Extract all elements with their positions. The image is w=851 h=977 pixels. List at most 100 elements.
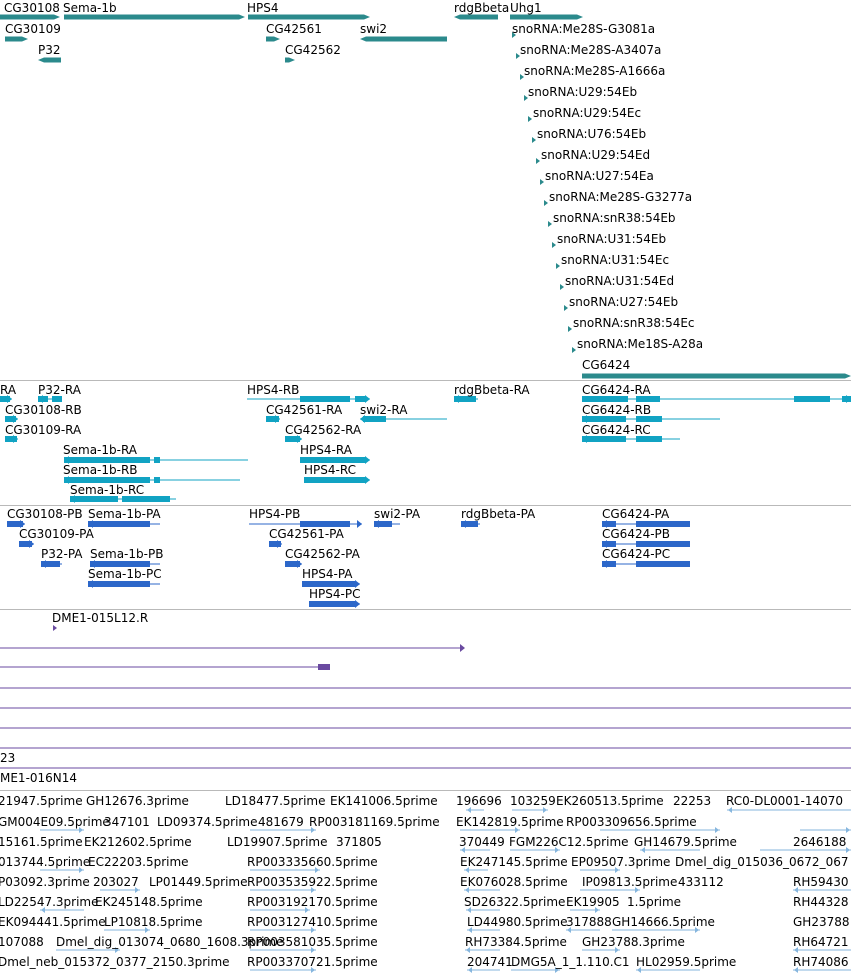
exon-box[interactable]: [88, 521, 150, 527]
snorna-label[interactable]: snoRNA:Me28S-A3407a: [520, 43, 662, 57]
exon-box[interactable]: [88, 581, 150, 587]
exon-box[interactable]: [602, 521, 616, 527]
exon-box[interactable]: [602, 561, 616, 567]
triangle-arrow-icon[interactable]: [548, 221, 552, 227]
est-label[interactable]: Dmel_dig_013074_0680_1608.3prime: [56, 935, 284, 949]
exon-box[interactable]: [636, 416, 662, 422]
triangle-arrow-icon[interactable]: [572, 347, 576, 353]
exon-box[interactable]: [41, 561, 60, 567]
gene-label[interactable]: CG30108: [4, 1, 60, 15]
est-label[interactable]: 370449: [459, 835, 505, 849]
exon-box[interactable]: [461, 521, 478, 527]
est-label[interactable]: Dmel_dig_015036_0672_067: [675, 855, 849, 869]
triangle-arrow-icon[interactable]: [465, 887, 469, 893]
triangle-arrow-icon[interactable]: [532, 137, 536, 143]
est-label[interactable]: RP003535922.5prime: [247, 875, 378, 889]
est-label[interactable]: GH14666.5prime: [612, 915, 715, 929]
triangle-arrow-icon[interactable]: [275, 415, 280, 423]
triangle-arrow-icon[interactable]: [20, 520, 25, 528]
triangle-arrow-icon[interactable]: [13, 415, 18, 423]
transcript-label[interactable]: CG6424-RB: [582, 403, 652, 417]
clone-label[interactable]: DME1-015L12.R: [52, 611, 149, 625]
est-label[interactable]: RP003127410.5prime: [247, 915, 378, 929]
est-label[interactable]: GH14679.5prime: [634, 835, 737, 849]
est-label[interactable]: 481679: [258, 815, 304, 829]
triangle-arrow-icon[interactable]: [520, 74, 524, 80]
feature-bar[interactable]: [285, 57, 295, 63]
triangle-arrow-icon[interactable]: [635, 887, 639, 893]
transcript-label[interactable]: CG30108-RB: [5, 403, 82, 417]
feature-bar[interactable]: [454, 14, 498, 20]
exon-box[interactable]: [154, 457, 160, 463]
triangle-arrow-icon[interactable]: [297, 560, 302, 568]
gene-label[interactable]: rdgBbeta: [454, 1, 510, 15]
protein-label[interactable]: swi2-PA: [374, 507, 421, 521]
est-label[interactable]: EK260513.5prime: [556, 794, 664, 808]
triangle-arrow-icon[interactable]: [846, 395, 851, 403]
protein-label[interactable]: HPS4-PB: [249, 507, 301, 521]
transcript-label[interactable]: swi2-RA: [360, 403, 408, 417]
exon-box[interactable]: [374, 521, 392, 527]
gene-label[interactable]: CG42562: [285, 43, 341, 57]
snorna-label[interactable]: snoRNA:U29:54Ec: [533, 106, 642, 120]
triangle-arrow-icon[interactable]: [515, 827, 519, 833]
triangle-arrow-icon[interactable]: [64, 476, 69, 484]
triangle-arrow-icon[interactable]: [365, 395, 370, 403]
gene-label[interactable]: Sema-1b: [63, 1, 117, 15]
est-label[interactable]: RH74086: [793, 955, 849, 969]
triangle-arrow-icon[interactable]: [468, 967, 472, 973]
protein-label[interactable]: CG30108-PB: [7, 507, 83, 521]
triangle-arrow-icon[interactable]: [512, 32, 516, 38]
est-label[interactable]: LD19907.5prime: [227, 835, 328, 849]
triangle-arrow-icon[interactable]: [543, 807, 547, 813]
protein-label[interactable]: HPS4-PA: [302, 567, 353, 581]
est-label[interactable]: RH44328: [793, 895, 849, 909]
triangle-arrow-icon[interactable]: [365, 456, 370, 464]
triangle-arrow-icon[interactable]: [794, 887, 798, 893]
feature-bar[interactable]: [38, 57, 61, 63]
triangle-arrow-icon[interactable]: [64, 456, 69, 464]
snorna-label[interactable]: snoRNA:U27:54Eb: [569, 295, 679, 309]
triangle-arrow-icon[interactable]: [38, 395, 43, 403]
exon-box[interactable]: [90, 561, 150, 567]
exon-box[interactable]: [636, 541, 690, 547]
clone-label[interactable]: 23: [0, 751, 16, 765]
est-label[interactable]: LD44980.5prime: [467, 915, 568, 929]
est-label[interactable]: EP09507.3prime: [571, 855, 671, 869]
est-label[interactable]: LP01449.5prime: [149, 875, 248, 889]
est-label[interactable]: 15161.5prime: [0, 835, 83, 849]
exon-box[interactable]: [636, 396, 660, 402]
gene-label[interactable]: Uhg1: [510, 1, 542, 15]
triangle-arrow-icon[interactable]: [360, 415, 365, 423]
transcript-label[interactable]: Sema-1b-RC: [70, 483, 145, 497]
protein-label[interactable]: P32-PA: [41, 547, 83, 561]
exon-box[interactable]: [304, 477, 366, 483]
est-label[interactable]: EK19905: [566, 895, 620, 909]
triangle-arrow-icon[interactable]: [311, 927, 315, 933]
triangle-arrow-icon[interactable]: [536, 158, 540, 164]
triangle-arrow-icon[interactable]: [794, 967, 798, 973]
triangle-arrow-icon[interactable]: [555, 967, 559, 973]
exon-box[interactable]: [300, 521, 350, 527]
exon-box[interactable]: [154, 477, 160, 483]
triangle-arrow-icon[interactable]: [602, 560, 607, 568]
triangle-arrow-icon[interactable]: [544, 200, 548, 206]
est-label[interactable]: SD26322.5prime: [464, 895, 566, 909]
exon-box[interactable]: [636, 561, 690, 567]
est-label[interactable]: FGM226C12.5prime: [509, 835, 629, 849]
est-label[interactable]: GH23788.3prime: [582, 935, 685, 949]
exon-box[interactable]: [582, 416, 626, 422]
est-label[interactable]: GH23788: [793, 915, 850, 929]
triangle-arrow-icon[interactable]: [277, 540, 282, 548]
triangle-arrow-icon[interactable]: [560, 284, 564, 290]
exon-box[interactable]: [0, 396, 10, 402]
exon-box[interactable]: [582, 436, 626, 442]
triangle-arrow-icon[interactable]: [516, 53, 520, 59]
triangle-arrow-icon[interactable]: [615, 947, 619, 953]
protein-label[interactable]: CG30109-PA: [19, 527, 94, 541]
est-label[interactable]: RP003335660.5prime: [247, 855, 378, 869]
est-label[interactable]: RP003581035.5prime: [247, 935, 378, 949]
triangle-arrow-icon[interactable]: [145, 927, 149, 933]
exon-box[interactable]: [19, 541, 32, 547]
est-label[interactable]: EK076028.5prime: [460, 875, 568, 889]
